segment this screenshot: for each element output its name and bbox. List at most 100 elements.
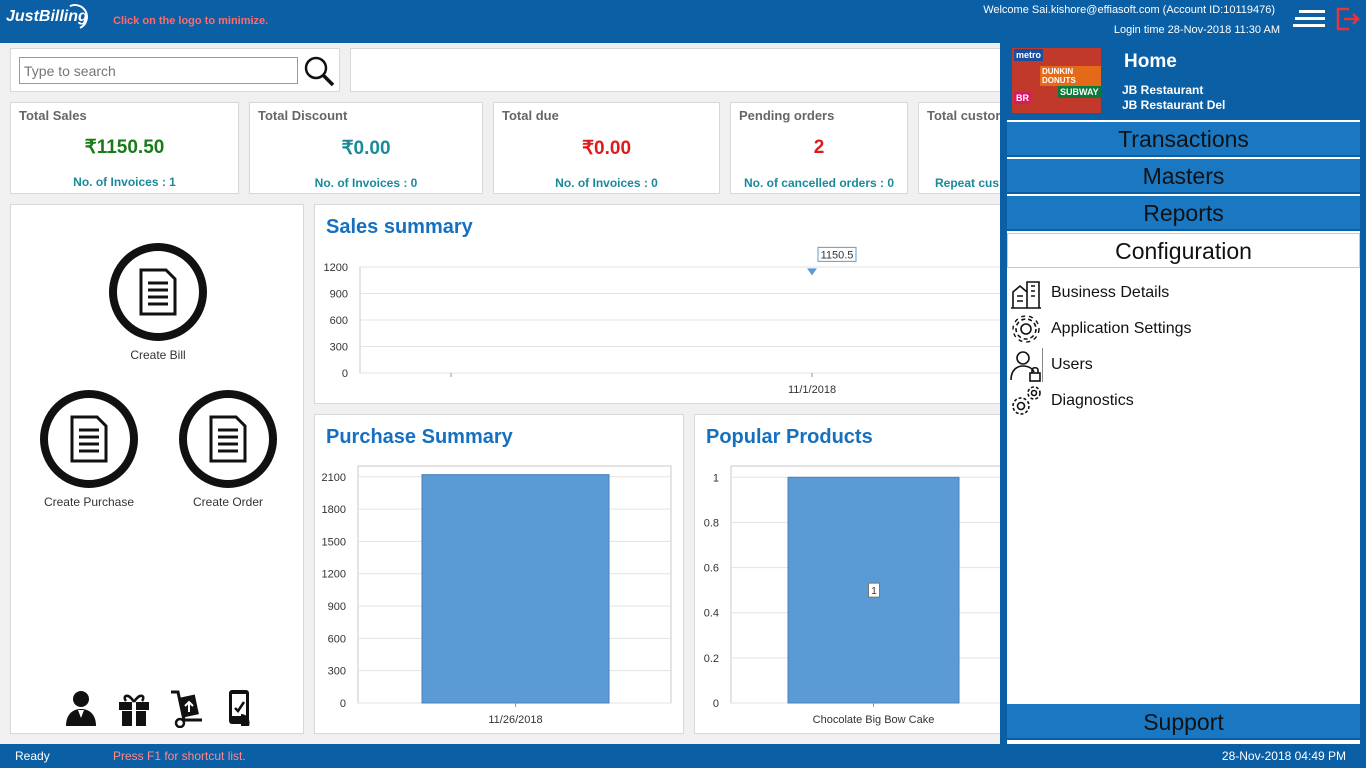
brand-collage-image: metro DUNKIN DONUTS SUBWAY BR [1012,48,1101,113]
bar-label-box [868,582,880,598]
create-purchase-button[interactable] [40,390,138,488]
navigation-drawer: metro DUNKIN DONUTS SUBWAY BR Home JB Re… [1000,43,1366,744]
stat-card-total-discount[interactable]: Total Discount ₹0.00 No. of Invoices : 0 [249,102,483,194]
stat-sub: Repeat cus [935,176,1000,190]
stat-card-total-due[interactable]: Total due ₹0.00 No. of Invoices : 0 [493,102,720,194]
data-point [807,268,817,276]
y-tick-label: 300 [328,666,346,678]
y-tick-label: 0 [340,698,346,710]
gears-icon [1012,386,1041,415]
sales-summary-chart: 1200 900 600 300 0 11/1/2018 1150.5 [324,246,1013,396]
hand-truck-icon[interactable] [168,688,204,728]
y-tick-label: 0.2 [704,653,719,665]
data-label-box [817,246,857,262]
stat-title: Total Sales [19,108,87,123]
gear-icon [1012,315,1040,343]
stat-card-total-customers[interactable]: Total custor Repeat cus [918,102,1008,194]
y-tick-label: 0.8 [704,517,719,529]
search-icon[interactable] [303,55,335,87]
stat-value: 2 [813,137,825,158]
top-bar: JustBilling Click on the logo to minimiz… [0,0,1366,43]
stat-sub: No. of Invoices : 0 [555,176,658,190]
gift-icon[interactable] [116,688,152,728]
bar [421,474,610,704]
y-tick-label: 0.4 [704,608,719,620]
menu-configuration[interactable]: Configuration [1007,233,1360,268]
users-lock-icon [1010,348,1043,382]
y-tick-label: 1500 [322,536,346,548]
menu-transactions[interactable]: Transactions [1007,122,1360,157]
minimize-hint: Click on the logo to minimize. [113,15,269,27]
status-bar: Ready Press F1 for shortcut list. 28-Nov… [0,744,1366,768]
welcome-text: Welcome Sai.kishore@effiasoft.com (Accou… [983,4,1275,16]
x-tick-label: 11/1/2018 [788,384,836,396]
y-tick-label: 1200 [324,262,348,274]
stat-sub: No. of Invoices : 0 [314,176,418,190]
customer-icon[interactable] [63,688,99,728]
app-logo[interactable]: JustBilling [6,8,88,25]
y-tick-label: 1800 [322,504,346,516]
logout-icon[interactable] [1334,6,1360,32]
create-order-button[interactable] [179,390,277,488]
stat-title: Total due [502,108,559,123]
data-label: 1150.5 [821,249,854,261]
stat-sub: No. of Invoices : 1 [73,175,176,189]
create-bill-label: Create Bill [130,348,186,362]
search-container [10,48,340,92]
sub-item-label: Users [1051,356,1093,373]
y-tick-label: 1200 [322,569,346,581]
purchase-summary-chart: 2100 1800 1500 1200 900 600 300 0 11/26/2018 [322,465,672,726]
popular-products-panel: Popular Products 1 0.8 0.6 0.4 0.2 0 Chocolate… [694,414,1014,734]
create-bill-button[interactable] [109,243,207,341]
y-tick-label: 600 [328,633,346,645]
purchase-summary-panel: Purchase Summary 2100 1800 1500 1200 900 600 3… [314,414,684,734]
y-tick-label: 0 [713,698,719,710]
drawer-title: Home [1124,51,1177,72]
menu-masters[interactable]: Masters [1007,159,1360,194]
popular-products-title: Popular Products [706,426,873,448]
search-input[interactable] [19,57,298,84]
sub-item-label: Diagnostics [1051,392,1134,409]
menu-reports[interactable]: Reports [1007,196,1360,231]
login-time: Login time 28-Nov-2018 11:30 AM [1113,24,1280,36]
status-ready: Ready [15,749,50,763]
x-tick-label: Chocolate Big Bow Cake [813,714,935,726]
document-icon [70,415,108,463]
stat-title: Total custor [927,108,1001,123]
stat-card-total-sales[interactable]: Total Sales ₹1150.50 No. of Invoices : 1 [10,102,239,194]
y-tick-label: 900 [328,601,346,613]
info-bar [350,48,1010,92]
y-tick-label: 1 [713,472,719,484]
stat-value: ₹0.00 [341,138,391,159]
y-tick-label: 0 [342,368,348,380]
building-icon [1011,281,1041,309]
mobile-payment-icon[interactable] [221,688,257,728]
shortcut-hint: Press F1 for shortcut list. [113,749,246,763]
hamburger-menu-icon[interactable] [1293,10,1325,30]
sub-item-business-details[interactable]: Business Details [1009,276,1349,310]
status-datetime: 28-Nov-2018 04:49 PM [1221,749,1346,763]
stat-title: Pending orders [739,108,835,123]
purchase-summary-title: Purchase Summary [326,426,513,448]
menu-support[interactable]: Support [1007,704,1360,740]
restaurant-name-secondary: JB Restaurant Del [1122,98,1226,112]
stat-card-pending-orders[interactable]: Pending orders 2 No. of cancelled orders… [730,102,908,194]
sales-summary-panel: Sales summary 1200 900 600 300 0 11/1/2018 115… [314,204,1014,404]
logo-swoosh-icon [58,0,92,34]
create-order-label: Create Order [192,495,264,509]
sales-summary-title: Sales summary [326,216,473,238]
restaurant-name: JB Restaurant [1122,83,1204,97]
stat-title: Total Discount [258,108,348,123]
popular-products-chart: 1 0.8 0.6 0.4 0.2 0 Chocolate Big Bow Cake 1 [704,465,1013,726]
sub-item-label: Business Details [1051,284,1170,301]
y-tick-label: 300 [330,342,348,354]
sub-item-diagnostics[interactable]: Diagnostics [1009,384,1349,418]
sub-item-application-settings[interactable]: Application Settings [1009,312,1349,346]
document-icon [209,415,247,463]
sub-item-users[interactable]: Users [1009,348,1349,382]
y-tick-label: 0.6 [704,563,719,575]
stat-value: ₹1150.50 [84,137,165,158]
create-purchase-label: Create Purchase [43,495,135,509]
stat-value: ₹0.00 [581,138,632,159]
drawer-header: metro DUNKIN DONUTS SUBWAY BR Home JB Re… [1007,43,1360,120]
